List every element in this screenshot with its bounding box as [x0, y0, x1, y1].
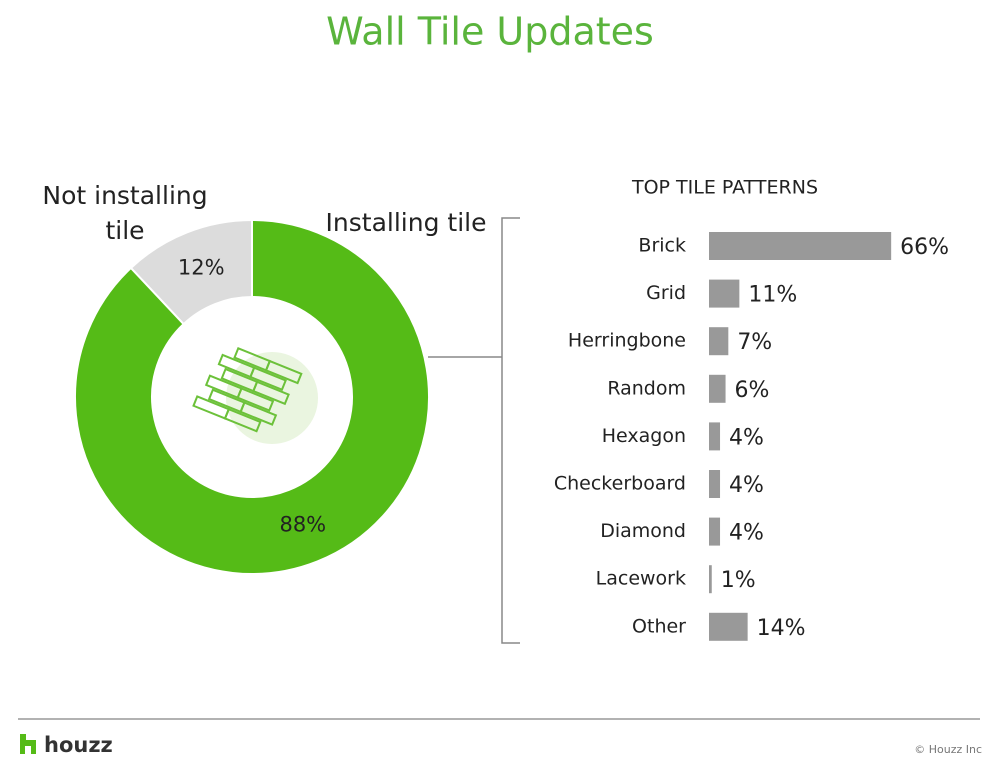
category-label: Checkerboard	[554, 473, 686, 495]
value-label: 7%	[737, 330, 772, 355]
category-label: Diamond	[600, 520, 686, 542]
value-label: 66%	[900, 235, 949, 260]
category-label: Grid	[646, 282, 686, 304]
category-label: Hexagon	[602, 425, 686, 447]
bar	[709, 279, 740, 308]
value-label: 6%	[735, 378, 770, 403]
bar	[709, 327, 729, 356]
value-label: 1%	[721, 568, 756, 593]
value-label: 14%	[757, 616, 806, 641]
bar	[709, 565, 712, 594]
value-label: 12%	[178, 256, 225, 280]
category-label: Herringbone	[568, 330, 686, 352]
category-label: Installing tile	[325, 208, 487, 237]
category-label: Not installing tile	[42, 181, 208, 245]
category-label: Random	[607, 377, 686, 399]
category-label: Lacework	[596, 568, 686, 590]
bar-chart-title: TOP TILE PATTERNS	[631, 177, 818, 199]
copyright: © Houzz Inc	[914, 743, 982, 756]
value-label: 4%	[729, 425, 764, 450]
donut-slice	[74, 218, 430, 575]
bracket	[428, 217, 520, 644]
bar	[709, 517, 721, 546]
bar	[709, 612, 748, 641]
bar	[709, 470, 721, 498]
bar	[709, 422, 721, 451]
value-label: 4%	[729, 521, 764, 546]
value-label: 88%	[279, 512, 326, 536]
value-label: 11%	[748, 283, 797, 308]
page-title: Wall Tile Updates	[326, 10, 654, 54]
brand: houzz	[44, 733, 113, 757]
value-label: 4%	[729, 473, 764, 498]
logo-icon	[20, 734, 36, 754]
tile-icon	[192, 347, 318, 444]
category-label: Brick	[638, 235, 686, 257]
bar	[709, 232, 892, 260]
bar	[709, 374, 726, 403]
category-label: Other	[632, 615, 686, 637]
